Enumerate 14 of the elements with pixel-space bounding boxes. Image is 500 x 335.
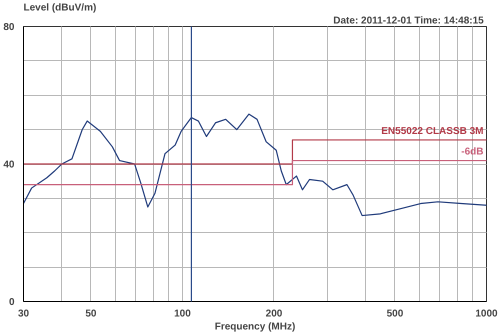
x-tick-label: 200: [266, 308, 283, 320]
x-tick-label: 100: [174, 308, 192, 320]
x-tick-label: 1000: [475, 308, 498, 320]
x-tick-label: 500: [386, 308, 404, 320]
y-tick-label: 40: [3, 160, 15, 170]
x-tick-label: 30: [18, 308, 30, 320]
series-label: -6dB: [461, 146, 484, 158]
text: Date: 2011-12-01 Time: 14:48:15: [333, 16, 484, 26]
series-label: EN55022 CLASSB 3M: [381, 126, 484, 137]
x-tick-label: 50: [85, 308, 97, 320]
y-tick-label: 80: [3, 22, 15, 33]
x-axis-title: Frequency (MHz): [214, 322, 296, 332]
y-axis-title: Level (dBuV/m): [24, 2, 96, 14]
y-tick-label: 0: [8, 297, 15, 308]
